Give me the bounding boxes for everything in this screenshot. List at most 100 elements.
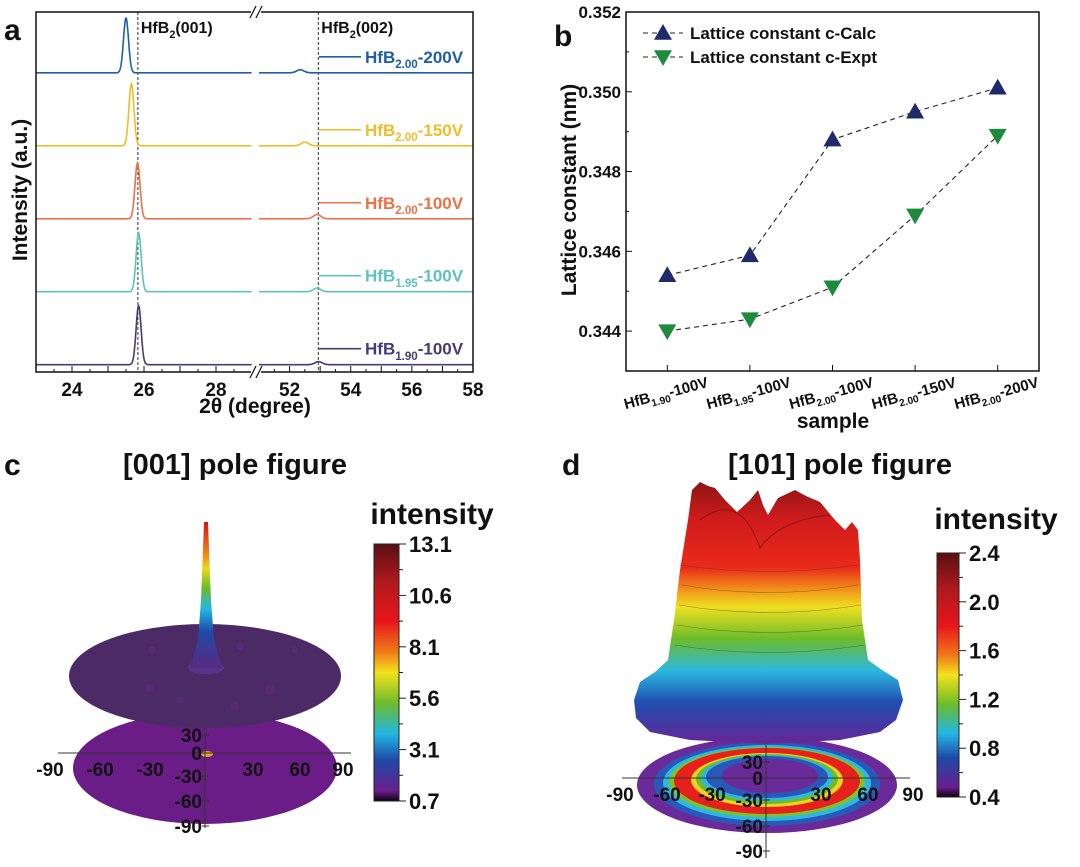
panel-b-lattice: b 0.3440.3460.3480.3500.352HfB1.90-100VH… <box>554 3 1041 433</box>
data-point-calc <box>658 266 677 283</box>
chart-title: [001] pole figure <box>123 449 347 481</box>
data-point-expt <box>658 324 677 341</box>
axis-break-mark <box>249 5 257 19</box>
label-subscript: 2.00 <box>395 205 417 217</box>
label-subscript: 1.90 <box>650 394 672 410</box>
x-tick-label: HfB2.00-200V <box>953 374 1042 416</box>
x-tick-label: -30 <box>136 760 163 781</box>
panel-label-b: b <box>554 20 572 53</box>
panel-label-a: a <box>4 14 21 47</box>
series-line <box>667 87 998 276</box>
reference-line-label: HfB2(001) <box>141 20 213 41</box>
colorbar-tick-label: 13.1 <box>409 532 452 557</box>
label-subscript: 1.95 <box>395 278 418 290</box>
legend-label: HfB2.00-200V <box>365 48 464 71</box>
colorbar-tick-label: 8.1 <box>409 635 440 660</box>
label-suffix: (002) <box>356 20 393 37</box>
axis-break-mark <box>249 365 257 379</box>
x-tick-label: 60 <box>289 760 310 781</box>
data-point-expt <box>740 312 759 329</box>
axis-break-mark <box>255 365 263 379</box>
label-main: HfB <box>365 48 395 67</box>
reference-line-label: HfB2(002) <box>321 20 393 41</box>
data-point-calc <box>740 246 759 263</box>
label-main: HfB <box>365 267 395 286</box>
y-tick-label: -30 <box>175 767 202 788</box>
surface-ridge <box>699 509 831 550</box>
legend-label: Lattice constant c-Calc <box>690 24 876 43</box>
label-main: HfB <box>787 390 817 413</box>
y-tick-label: -30 <box>736 791 763 812</box>
data-point-expt <box>823 280 842 297</box>
data-point-calc <box>906 102 925 119</box>
label-main: HfB <box>953 390 983 413</box>
surface-bumps <box>146 642 298 710</box>
label-main: HfB <box>141 20 169 37</box>
x-tick-label: 90 <box>332 760 353 781</box>
x-tick-label: 26 <box>133 380 154 401</box>
label-suffix: -200V <box>997 374 1040 401</box>
xrd-trace <box>36 231 252 293</box>
x-tick-label: -60 <box>86 760 113 781</box>
label-suffix: -100V <box>418 267 464 286</box>
panel-a-xrd: a HfB2(001) HfB2(002)HfB2.00-200VHfB2.00-… <box>4 5 484 418</box>
colorbar-tick-label: 1.2 <box>969 687 1000 712</box>
x-tick-label: -90 <box>606 785 633 806</box>
legend-marker <box>654 50 672 66</box>
label-main: HfB <box>365 194 395 213</box>
colorbar-tick-label: 5.6 <box>409 686 440 711</box>
lattice-plot-area: 0.3440.3460.3480.3500.352HfB1.90-100VHfB… <box>578 3 1042 416</box>
colorbar-tick-label: 2.0 <box>969 590 1000 615</box>
surface-disc <box>69 624 341 728</box>
intensity-surface <box>634 482 903 744</box>
x-tick-label: HfB1.95-100V <box>705 374 794 416</box>
y-tick-label: 30 <box>181 726 202 747</box>
xrd-trace <box>259 141 473 147</box>
xrd-trace <box>259 287 473 293</box>
colorbar-tick-label: 0.8 <box>969 736 1000 761</box>
y-tick-label: 0.348 <box>578 163 621 182</box>
y-tick-label: 0 <box>191 744 202 765</box>
data-point-expt <box>906 208 925 225</box>
projection-hotspot <box>201 751 213 757</box>
label-main: HfB <box>321 20 349 37</box>
x-tick-label: HfB2.00-150V <box>870 374 959 416</box>
x-tick-labels: -90 -60 -30 30 60 90 <box>36 760 353 781</box>
label-subscript: 2 <box>169 29 175 41</box>
colorbar-gradient <box>373 543 400 802</box>
y-tick-label: 0.344 <box>578 322 621 341</box>
label-suffix: -100V <box>418 194 464 213</box>
label-suffix: -200V <box>418 48 464 67</box>
colorbar-tick-label: 3.1 <box>409 738 440 763</box>
colorbar-tick-label: 0.7 <box>409 789 440 814</box>
intensity-spike <box>190 522 222 668</box>
x-tick-label: 60 <box>857 785 878 806</box>
x-tick-label: 30 <box>810 785 831 806</box>
label-suffix: -100V <box>418 340 464 359</box>
colorbar-tick-label: 1.6 <box>969 639 1000 664</box>
y-axis-label: Lattice constant (nm) <box>558 84 581 296</box>
legend-label: Lattice constant c-Expt <box>690 48 877 67</box>
y-tick-label: 0.346 <box>578 242 621 261</box>
colorbar: 13.1 10.6 8.1 5.6 3.1 0.7 <box>373 532 452 814</box>
x-tick-label: 56 <box>401 380 422 401</box>
x-tick-labels: -90 -60 -30 30 60 90 <box>606 785 923 806</box>
panel-d-pole-figure-101: d [101] pole figure intensity -90 -60 -30 3… <box>562 449 1058 863</box>
x-tick-label: -30 <box>698 785 725 806</box>
label-main: HfB <box>705 390 735 413</box>
series-line <box>667 135 999 332</box>
panel-label-d: d <box>562 449 580 482</box>
legend-label: HfB2.00-150V <box>365 121 464 144</box>
label-main: HfB <box>365 340 395 359</box>
y-tick-label: 0.352 <box>578 3 621 22</box>
label-suffix: -100V <box>832 374 875 401</box>
label-main: HfB <box>365 121 395 140</box>
xrd-trace <box>259 360 473 366</box>
xrd-trace <box>36 82 252 147</box>
xrd-trace <box>36 161 252 220</box>
label-subscript: 2.00 <box>395 132 417 144</box>
y-tick-label: -60 <box>736 817 763 838</box>
label-suffix: -150V <box>418 121 464 140</box>
legend-label: HfB1.90-100V <box>365 340 464 363</box>
